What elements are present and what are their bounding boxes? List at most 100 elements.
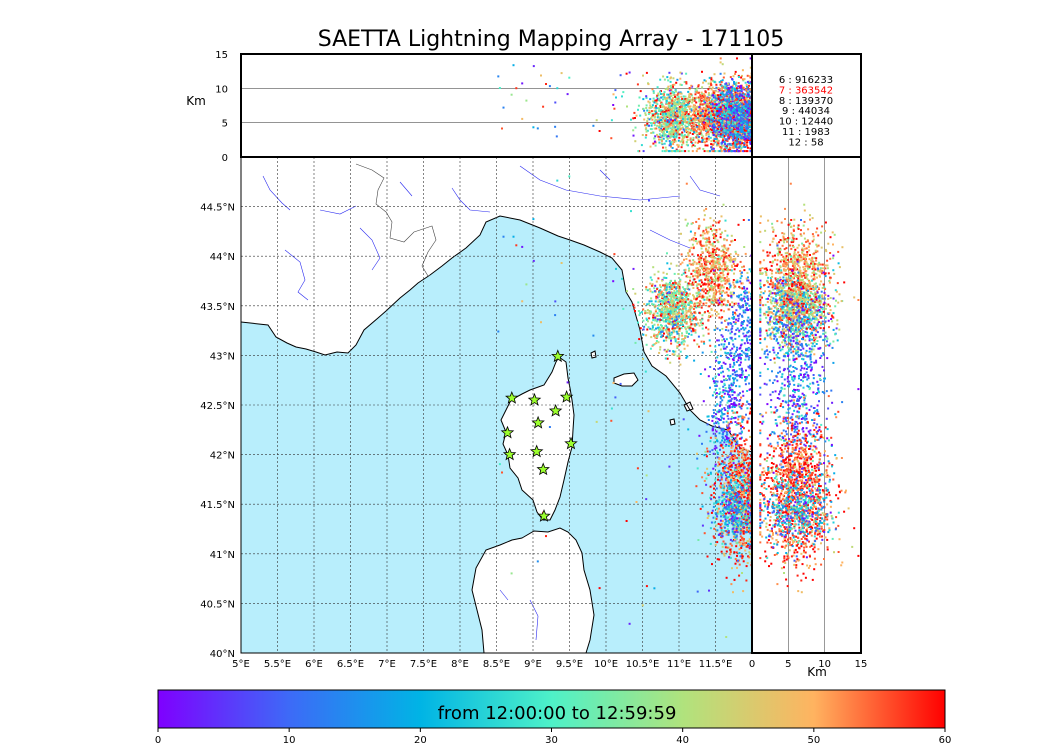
- lightning-source: [720, 395, 723, 398]
- lightning-source: [733, 535, 735, 538]
- lightning-source: [706, 447, 709, 450]
- lightning-source: [734, 411, 737, 414]
- lightning-source: [663, 294, 666, 297]
- lightning-source: [733, 371, 736, 374]
- lightning-source: [735, 499, 738, 502]
- lightning-source: [732, 539, 735, 541]
- lightning-source: [668, 285, 671, 288]
- lightning-source: [668, 302, 671, 305]
- lightning-source: [658, 126, 661, 129]
- lightning-source: [721, 300, 723, 303]
- lightning-source: [652, 142, 655, 145]
- lightning-source: [666, 294, 668, 297]
- lightning-source: [682, 95, 685, 98]
- lightning-source: [612, 381, 615, 384]
- lightning-source: [696, 457, 699, 460]
- lightning-source: [707, 249, 710, 252]
- lightning-source: [680, 317, 683, 320]
- lightning-source: [746, 287, 749, 290]
- lightning-source: [661, 93, 664, 95]
- lightning-source: [733, 391, 736, 394]
- capraia-island: [590, 350, 597, 359]
- lightning-source: [708, 238, 711, 240]
- lightning-source: [743, 295, 746, 298]
- lightning-source: [646, 309, 649, 311]
- lightning-source: [643, 303, 646, 306]
- lightning-source: [729, 494, 732, 497]
- lightning-source: [742, 532, 745, 535]
- lightning-source: [716, 394, 718, 397]
- lightning-source: [678, 127, 681, 130]
- lightning-source: [749, 507, 752, 510]
- lightning-source: [696, 590, 699, 593]
- lightning-source: [746, 421, 749, 424]
- lightning-source: [704, 144, 707, 147]
- lightning-source: [662, 146, 664, 149]
- lightning-source: [747, 349, 750, 352]
- lightning-source: [725, 474, 727, 477]
- lightning-source: [710, 308, 713, 311]
- lightning-source: [720, 529, 723, 532]
- lightning-source: [673, 313, 676, 316]
- lightning-source: [648, 288, 651, 291]
- lightning-source: [725, 440, 728, 443]
- lightning-source: [728, 483, 731, 486]
- lightning-source: [655, 100, 658, 103]
- lightning-source: [680, 146, 683, 149]
- lightning-source: [677, 150, 680, 153]
- lightning-source: [704, 278, 707, 281]
- coastline: [241, 215, 752, 453]
- lightning-source: [548, 426, 551, 428]
- lightning-source: [721, 484, 724, 487]
- lightning-source: [740, 427, 742, 430]
- lightning-source: [700, 247, 703, 250]
- lightning-source: [643, 109, 646, 112]
- lightning-source: [726, 234, 729, 237]
- lightning-source: [743, 462, 745, 465]
- lightning-source: [720, 265, 723, 268]
- lightning-source: [715, 430, 718, 433]
- lightning-source: [658, 299, 661, 302]
- lightning-source: [670, 104, 673, 107]
- lightning-source: [729, 452, 732, 455]
- lightning-source: [716, 339, 719, 342]
- lightning-source: [721, 520, 724, 523]
- lightning-source: [728, 441, 731, 444]
- lightning-source: [660, 292, 663, 295]
- lightning-source: [681, 108, 684, 111]
- lightning-source: [712, 380, 715, 383]
- lightning-source: [732, 591, 734, 594]
- lightning-source: [685, 322, 688, 325]
- lightning-source: [733, 333, 736, 336]
- lightning-source: [708, 283, 711, 286]
- lightning-source: [718, 258, 721, 261]
- lightning-source: [733, 525, 736, 528]
- lightning-source: [665, 291, 668, 294]
- lightning-source: [708, 287, 711, 290]
- lightning-source: [723, 438, 726, 441]
- lightning-source: [652, 343, 655, 346]
- lightning-source: [670, 315, 673, 318]
- lightning-source: [731, 389, 734, 392]
- lightning-source: [738, 520, 741, 523]
- lightning-source: [732, 514, 735, 517]
- lightning-source: [702, 244, 705, 247]
- lightning-source: [742, 265, 745, 268]
- lightning-source: [665, 299, 668, 302]
- lightning-source: [673, 131, 676, 134]
- lightning-source: [742, 394, 745, 397]
- lightning-source: [696, 291, 699, 294]
- lightning-source: [748, 488, 751, 491]
- lightning-source: [728, 459, 731, 462]
- lightning-source: [679, 112, 682, 115]
- lightning-source: [713, 425, 716, 428]
- lightning-source: [707, 292, 709, 295]
- lightning-source: [654, 315, 657, 318]
- lightning-source: [721, 500, 724, 503]
- lightning-source: [749, 486, 752, 489]
- lightning-source: [659, 300, 662, 303]
- lightning-source: [721, 513, 724, 516]
- lightning-source: [645, 585, 648, 588]
- lightning-source: [701, 318, 704, 321]
- lightning-source: [706, 271, 709, 274]
